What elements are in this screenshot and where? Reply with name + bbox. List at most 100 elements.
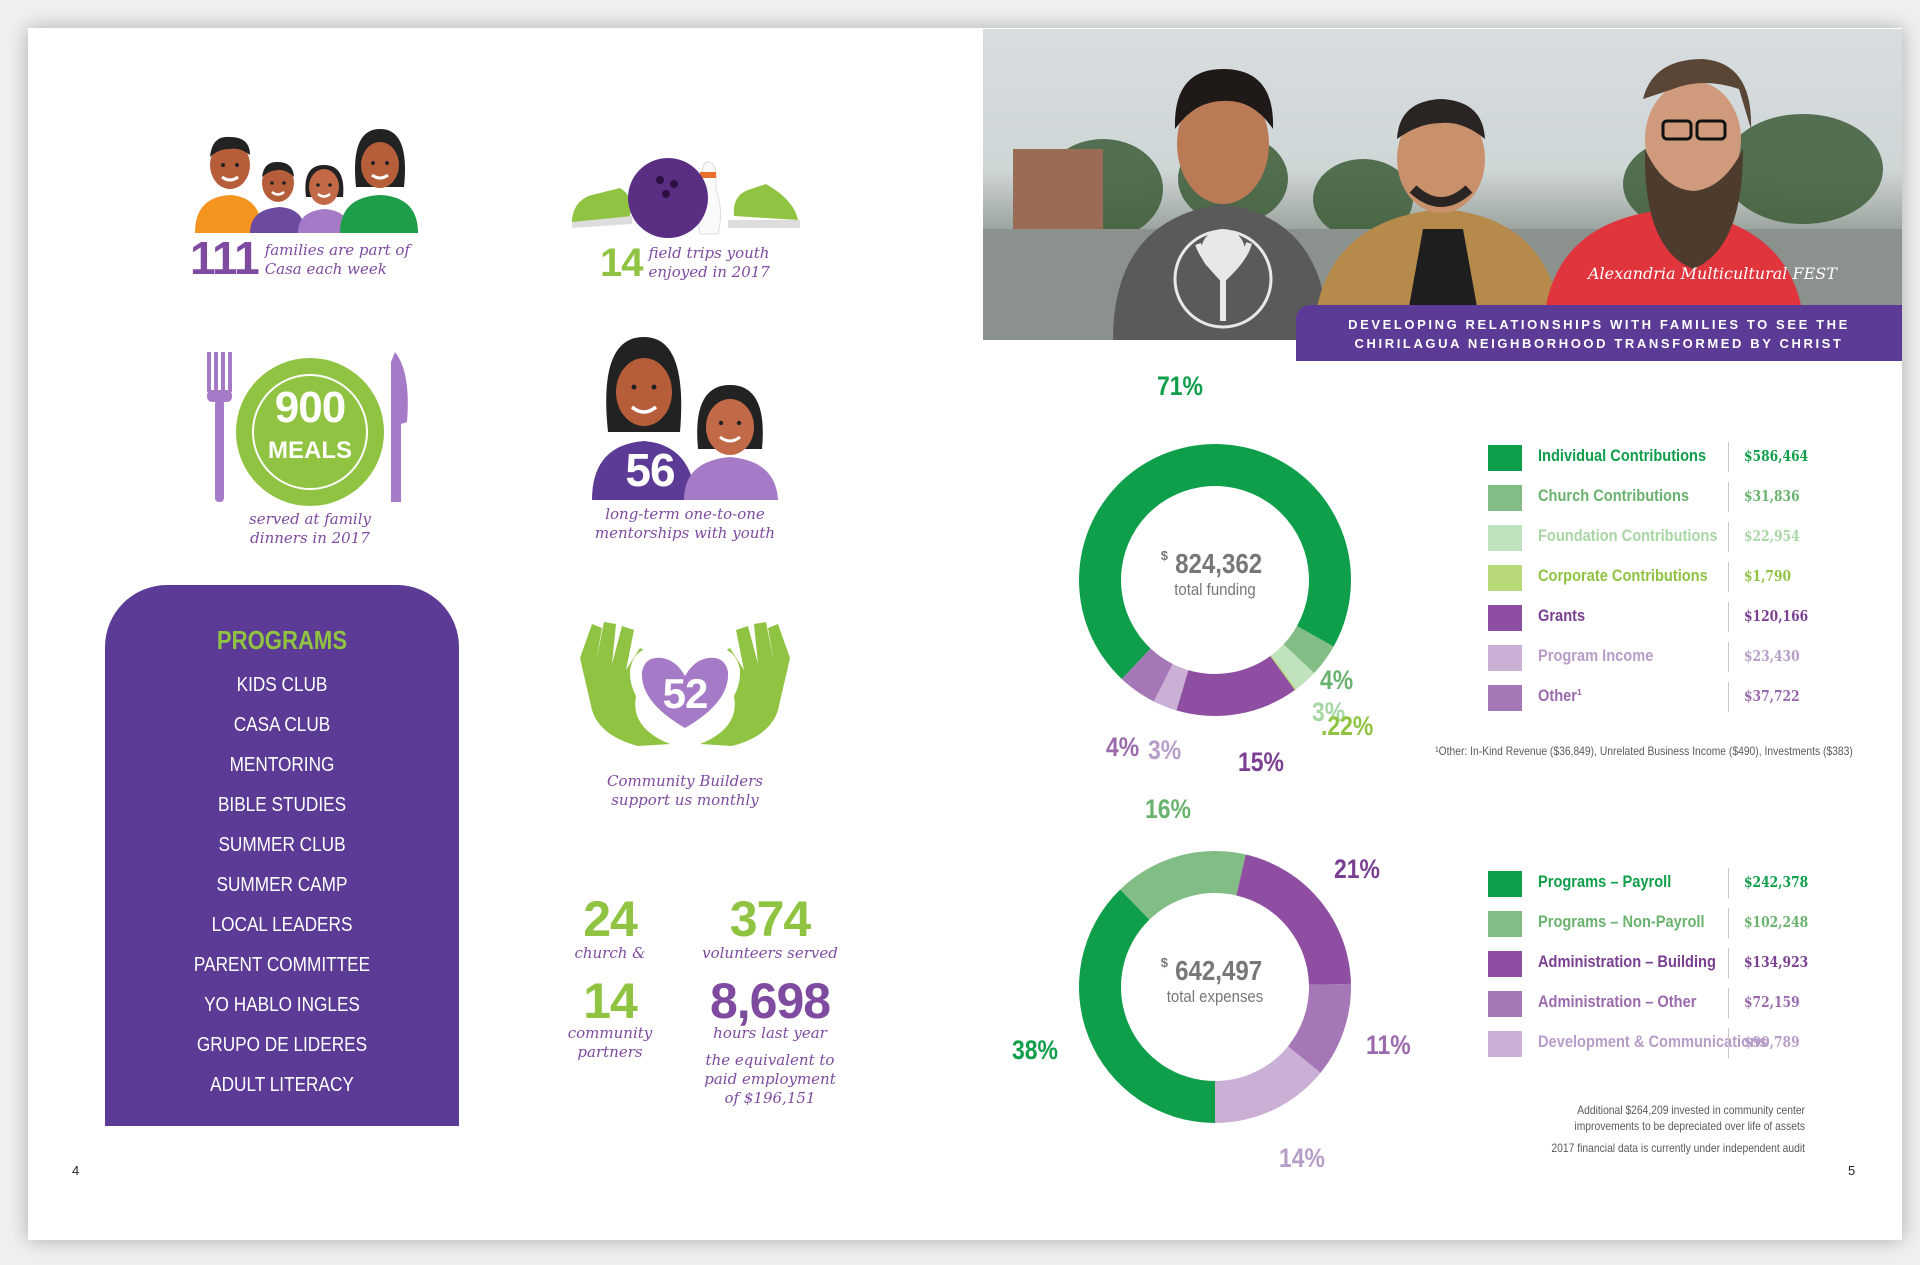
legend-label: Corporate Contributions (1538, 566, 1708, 585)
families-caption-2: Casa each week (264, 260, 387, 278)
legend-amount: $102,248 (1744, 913, 1809, 931)
percent-label: 21% (1334, 853, 1381, 884)
program-item: PARENT COMMITTEE (193, 954, 371, 976)
mentorships-caption: long-term one-to-one mentorships with yo… (570, 505, 800, 543)
field-trips-number: 14 (600, 241, 643, 285)
volunteers-caption: volunteers served (702, 944, 838, 962)
partners-caption-1: community (567, 1024, 653, 1042)
program-item: SUMMER CAMP (216, 874, 348, 896)
hours-number: 8,698 (709, 973, 831, 1029)
legend-separator (1728, 522, 1729, 552)
legend-separator (1728, 602, 1729, 632)
expenses-note-2: improvements to be depreciated over life… (1574, 1119, 1805, 1133)
expenses-donut-chart (1079, 851, 1351, 1123)
expenses-center-label: total expenses (1166, 987, 1264, 1006)
donut-slice (1283, 626, 1334, 674)
meals-caption-2: dinners in 2017 (250, 529, 370, 547)
mission-banner: DEVELOPING RELATIONSHIPS WITH FAMILIES T… (1296, 305, 1902, 361)
legend-separator (1728, 1028, 1729, 1058)
expenses-note-1: Additional $264,209 invested in communit… (1577, 1103, 1805, 1117)
legend-swatch (1488, 1031, 1522, 1057)
legend-separator (1728, 948, 1729, 978)
funding-footnote: ¹Other: In-Kind Revenue ($36,849), Unrel… (1435, 744, 1853, 758)
legend-separator (1728, 442, 1729, 472)
legend-amount: $90,789 (1744, 1033, 1800, 1051)
legend-label: Program Income (1538, 646, 1654, 665)
meals-caption-1: served at family (249, 510, 371, 528)
percent-label: 15% (1238, 746, 1285, 777)
mentorships-caption-2: mentorships with youth (594, 524, 776, 542)
program-item: LOCAL LEADERS (211, 914, 353, 936)
percent-label: 16% (1144, 794, 1191, 825)
legend-label: Grants (1538, 606, 1586, 625)
percent-label: 3% (1311, 697, 1345, 728)
legend-swatch (1488, 645, 1522, 671)
mentorships-caption-1: long-term one-to-one (605, 505, 765, 523)
funding-center-label: total funding (1174, 580, 1256, 599)
legend-label: Programs – Non-Payroll (1538, 912, 1705, 931)
program-item: MENTORING (229, 754, 335, 776)
percent-label: 11% (1365, 1029, 1411, 1060)
shirt-text: Alexandria Multicultural FEST (1586, 264, 1838, 283)
legend-amount: $37,722 (1744, 687, 1800, 705)
family-icon (195, 129, 418, 233)
church-number: 24 (583, 891, 638, 947)
legend-label: Other¹ (1538, 686, 1582, 705)
hours-caption: hours last year (713, 1024, 827, 1042)
legend-label: Programs – Payroll (1538, 872, 1672, 891)
donut-slice (1271, 644, 1315, 689)
legend-separator (1728, 482, 1729, 512)
percent-label: 4% (1106, 731, 1140, 762)
donut-slice (1153, 663, 1189, 711)
legend-amount: $120,166 (1744, 607, 1809, 625)
field-trips-caption-1: field trips youth (648, 244, 770, 262)
percent-label: 4% (1319, 664, 1353, 695)
legend-amount: $31,836 (1744, 487, 1800, 505)
program-item: YO HABLO INGLES (204, 994, 360, 1016)
legend-item: Foundation Contributions $22,954 (1488, 522, 1818, 552)
legend-amount: $1,790 (1744, 567, 1792, 585)
donut-slice (1215, 1046, 1321, 1123)
legend-swatch (1488, 871, 1522, 897)
legend-swatch (1488, 991, 1522, 1017)
legend-amount: $72,159 (1744, 993, 1800, 1011)
meals-unit: MEALS (268, 437, 352, 464)
legend-amount: $242,378 (1744, 873, 1809, 891)
legend-item: Development & Communications $90,789 (1488, 1028, 1818, 1058)
banner-line-2: CHIRILAGUA NEIGHBORHOOD TRANSFORMED BY C… (1354, 336, 1844, 351)
legend-swatch (1488, 951, 1522, 977)
percent-label: 38% (1011, 1034, 1058, 1065)
expenses-center-sup: $ (1160, 955, 1168, 970)
mentor-mentee-icon (592, 337, 778, 500)
legend-label: Administration – Other (1538, 992, 1697, 1011)
legend-item: Corporate Contributions $1,790 (1488, 562, 1818, 592)
legend-item: Grants $120,166 (1488, 602, 1818, 632)
legend-swatch (1488, 525, 1522, 551)
legend-separator (1728, 908, 1729, 938)
programs-list: KIDS CLUB CASA CLUB MENTORING BIBLE STUD… (105, 665, 459, 1105)
hands-heart-icon (580, 622, 790, 746)
program-item: ADULT LITERACY (210, 1074, 354, 1096)
legend-swatch (1488, 485, 1522, 511)
bowling-icon (572, 158, 800, 238)
program-item: SUMMER CLUB (218, 834, 346, 856)
legend-separator (1728, 988, 1729, 1018)
legend-item: Other¹ $37,722 (1488, 682, 1818, 712)
legend-amount: $586,464 (1744, 447, 1809, 465)
field-trips-caption-2: enjoyed in 2017 (648, 263, 770, 281)
hours-equivalent-1: the equivalent to (705, 1051, 835, 1069)
community-builders-number: 52 (662, 670, 709, 717)
families-number: 111 (190, 232, 260, 284)
funding-center: $824,362 total funding (1120, 548, 1310, 600)
funding-center-sup: $ (1160, 548, 1168, 563)
meals-plate-ring (252, 374, 368, 490)
volunteers-number: 374 (729, 891, 811, 947)
meals-caption: served at family dinners in 2017 (200, 510, 420, 548)
legend-separator (1728, 642, 1729, 672)
percent-label: 71% (1156, 370, 1203, 401)
legend-swatch (1488, 911, 1522, 937)
funding-donut-chart (1079, 444, 1351, 716)
three-men-photo: Alexandria Multicultural FEST (983, 59, 1902, 340)
families-caption-1: families are part of (264, 241, 410, 259)
legend-separator (1728, 562, 1729, 592)
